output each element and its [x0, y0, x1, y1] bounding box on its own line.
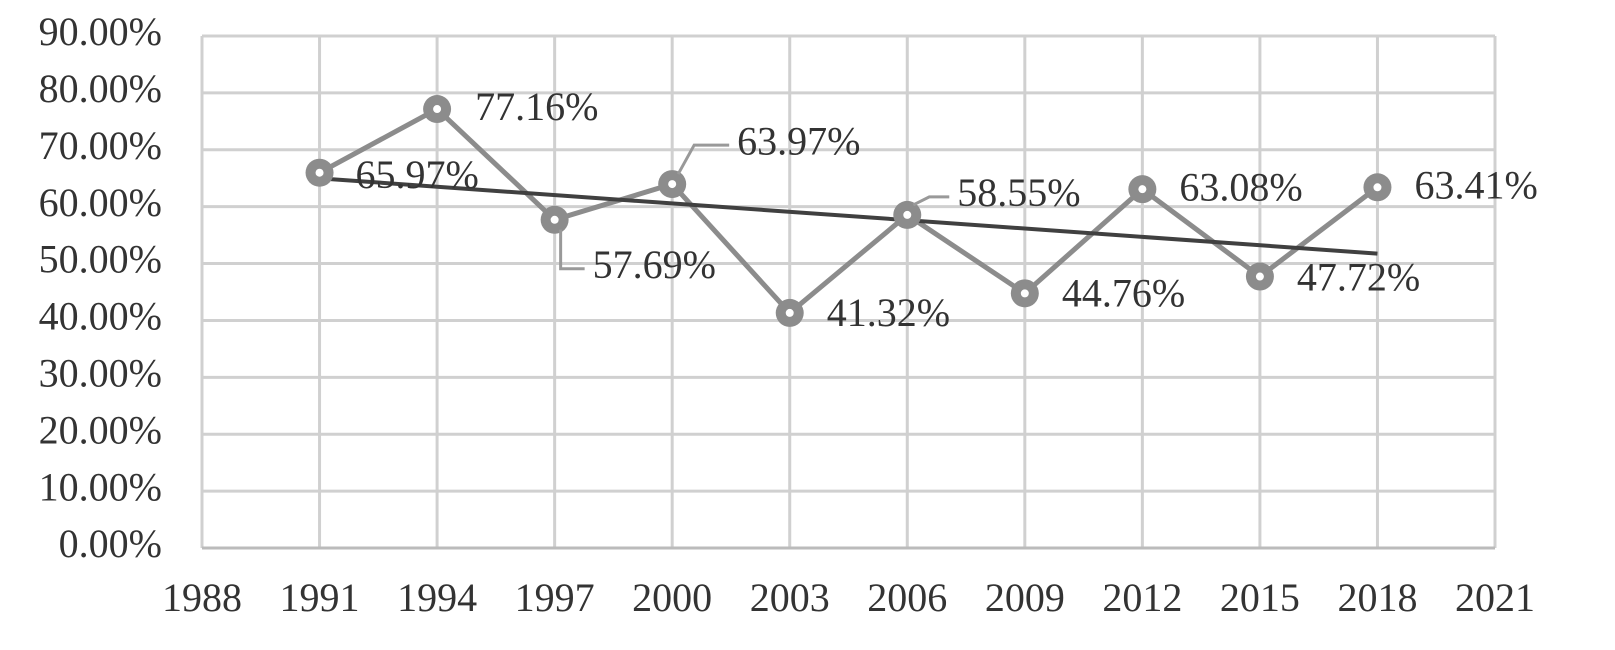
y-tick-label: 0.00% [59, 521, 162, 566]
data-label: 58.55% [957, 170, 1080, 215]
marker-center [903, 210, 912, 219]
data-label: 65.97% [356, 152, 479, 197]
marker-center [668, 180, 677, 189]
x-tick-label: 1997 [515, 575, 595, 620]
x-tick-label: 2015 [1220, 575, 1300, 620]
leader-line [912, 195, 950, 207]
data-label: 44.76% [1062, 271, 1185, 316]
marker-center [1020, 289, 1029, 298]
leader-line [559, 229, 585, 271]
trendline [319, 176, 1378, 256]
x-tick-label: 2000 [632, 575, 712, 620]
x-tick-label: 2012 [1102, 575, 1182, 620]
leader-line [676, 143, 730, 175]
y-tick-label: 70.00% [39, 123, 162, 168]
marker-center [785, 308, 794, 317]
data-label: 63.41% [1414, 162, 1537, 207]
y-tick-label: 50.00% [39, 237, 162, 282]
x-tick-label: 2021 [1455, 575, 1535, 620]
data-label: 77.16% [475, 84, 598, 129]
x-tick-label: 2003 [750, 575, 830, 620]
data-label: 57.69% [593, 242, 716, 287]
marker-center [550, 215, 559, 224]
marker-center [1138, 185, 1147, 194]
x-tick-label: 1988 [162, 575, 242, 620]
marker-center [1255, 272, 1264, 281]
y-tick-label: 60.00% [39, 180, 162, 225]
y-tick-label: 30.00% [39, 351, 162, 396]
y-tick-label: 40.00% [39, 294, 162, 339]
x-tick-label: 1991 [280, 575, 360, 620]
x-tick-label: 1994 [397, 575, 477, 620]
data-label: 47.72% [1297, 255, 1420, 300]
marker-center [315, 168, 324, 177]
x-tick-label: 2006 [867, 575, 947, 620]
y-tick-label: 90.00% [39, 9, 162, 54]
data-label: 63.08% [1179, 164, 1302, 209]
y-tick-label: 10.00% [39, 464, 162, 509]
data-label: 41.32% [827, 290, 950, 335]
y-tick-label: 80.00% [39, 66, 162, 111]
x-tick-label: 2009 [985, 575, 1065, 620]
data-line [318, 105, 1379, 317]
y-tick-label: 20.00% [39, 407, 162, 452]
marker-center [433, 105, 442, 114]
x-tick-label: 2018 [1337, 575, 1417, 620]
data-label: 63.97% [737, 118, 860, 163]
marker-center [1373, 183, 1382, 192]
